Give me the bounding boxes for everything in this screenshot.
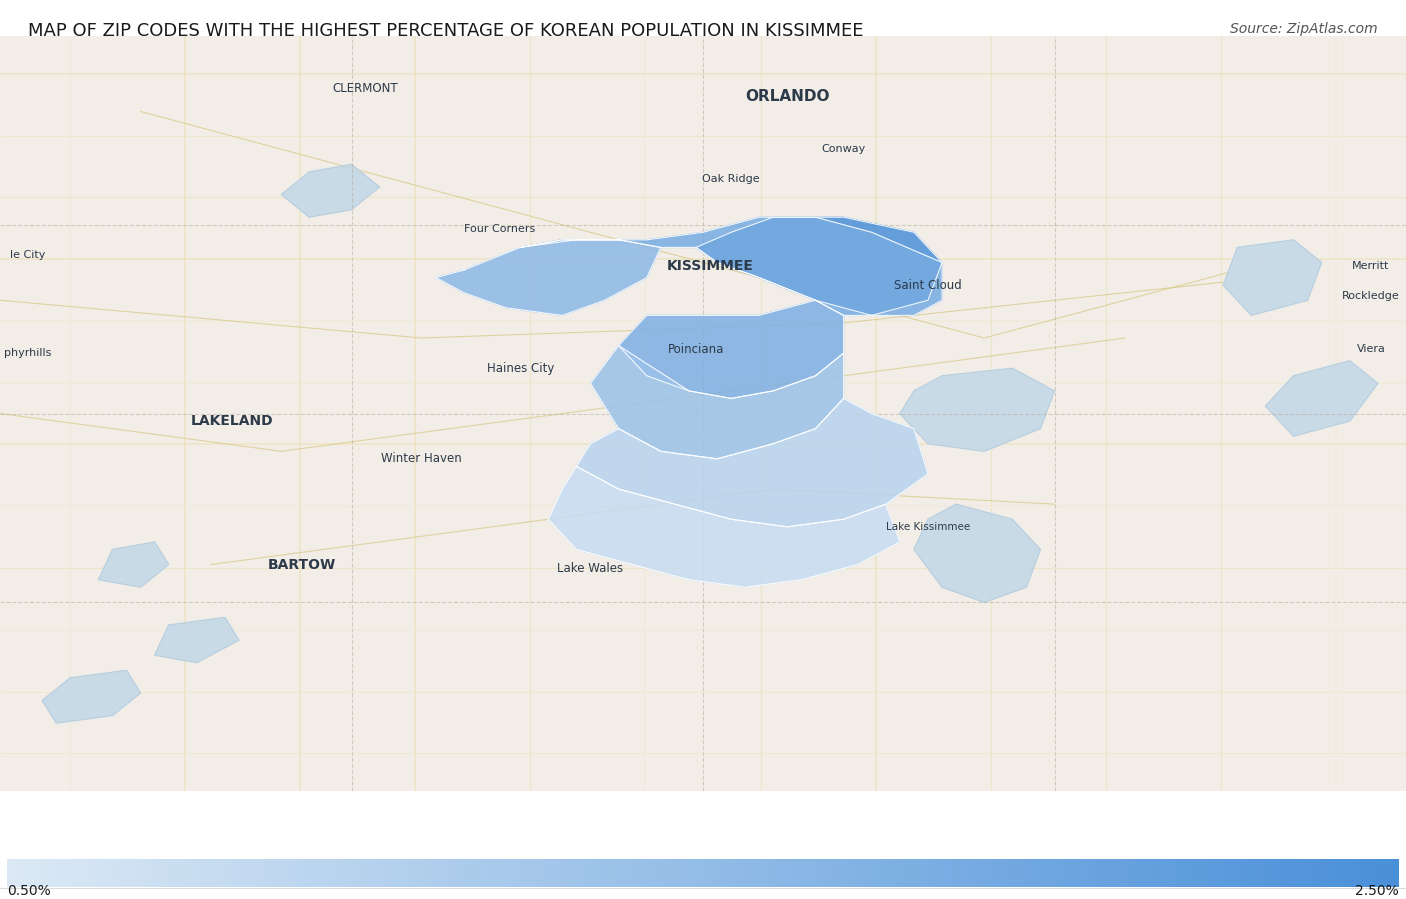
Text: 0.50%: 0.50% <box>7 885 51 898</box>
Polygon shape <box>155 618 239 663</box>
Text: 2.50%: 2.50% <box>1355 885 1399 898</box>
Polygon shape <box>1223 240 1322 316</box>
Polygon shape <box>436 240 661 316</box>
Polygon shape <box>42 671 141 723</box>
Polygon shape <box>900 369 1054 451</box>
Text: Lake Kissimmee: Lake Kissimmee <box>886 521 970 532</box>
Text: Winter Haven: Winter Haven <box>381 452 463 466</box>
Polygon shape <box>1265 360 1378 436</box>
Text: Conway: Conway <box>821 144 866 155</box>
Text: le City: le City <box>10 250 46 260</box>
Polygon shape <box>98 542 169 587</box>
Text: MAP OF ZIP CODES WITH THE HIGHEST PERCENTAGE OF KOREAN POPULATION IN KISSIMMEE: MAP OF ZIP CODES WITH THE HIGHEST PERCEN… <box>28 22 863 40</box>
Text: Merritt: Merritt <box>1353 262 1389 271</box>
Text: Source: ZipAtlas.com: Source: ZipAtlas.com <box>1230 22 1378 37</box>
Text: Lake Wales: Lake Wales <box>557 562 624 574</box>
Text: Viera: Viera <box>1357 344 1385 354</box>
Polygon shape <box>281 165 380 218</box>
Text: Rockledge: Rockledge <box>1341 291 1400 301</box>
Text: KISSIMMEE: KISSIMMEE <box>666 259 754 273</box>
Text: phyrhills: phyrhills <box>4 348 52 358</box>
Text: Haines City: Haines City <box>486 361 554 375</box>
Polygon shape <box>548 467 900 587</box>
Text: Four Corners: Four Corners <box>464 224 534 234</box>
Text: Poinciana: Poinciana <box>668 343 724 356</box>
Text: ORLANDO: ORLANDO <box>745 89 830 104</box>
Text: LAKELAND: LAKELAND <box>191 414 273 428</box>
Polygon shape <box>914 504 1040 602</box>
Polygon shape <box>696 218 942 316</box>
Text: CLERMONT: CLERMONT <box>333 83 398 95</box>
Polygon shape <box>591 345 844 458</box>
Polygon shape <box>520 218 942 316</box>
Text: Saint Cloud: Saint Cloud <box>894 279 962 291</box>
Polygon shape <box>576 398 928 527</box>
Polygon shape <box>619 300 844 398</box>
Text: BARTOW: BARTOW <box>269 557 336 572</box>
Text: Oak Ridge: Oak Ridge <box>703 174 759 184</box>
